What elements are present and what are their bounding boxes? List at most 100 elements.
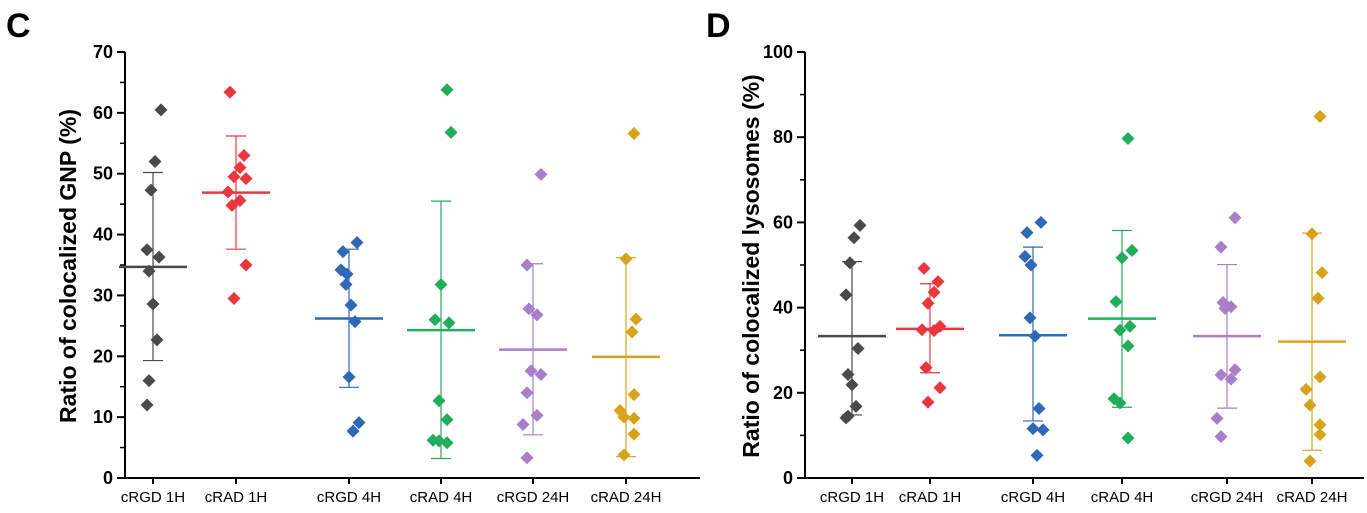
data-point: [445, 126, 458, 139]
data-point: [628, 412, 641, 425]
x-tick-label: cRGD 24H: [1191, 489, 1264, 506]
data-point: [1314, 371, 1327, 384]
data-point: [1110, 295, 1123, 308]
series-group: [119, 103, 187, 411]
panel-letter-d: D: [706, 7, 731, 45]
y-tick-label: 30: [93, 285, 113, 305]
x-tick-label: cRAD 24H: [1277, 489, 1348, 506]
data-point: [934, 381, 947, 394]
x-tick-label: cRAD 4H: [1091, 489, 1154, 506]
data-point: [1211, 412, 1224, 425]
data-point: [240, 172, 253, 185]
data-point: [916, 323, 929, 336]
data-point: [1027, 422, 1040, 435]
data-point: [240, 259, 253, 272]
x-tick-label: cRAD 24H: [591, 489, 662, 506]
series-group: [202, 86, 270, 305]
data-point: [155, 103, 168, 116]
panel-d: D Ratio of colocalized lysosomes (%) 0 20…: [706, 7, 1364, 506]
series-group: [896, 262, 964, 409]
y-tick-label: 0: [103, 468, 113, 488]
data-point: [1215, 430, 1228, 443]
series-group: [315, 236, 383, 438]
data-point: [340, 278, 353, 291]
data-point: [143, 374, 156, 387]
data-point: [224, 86, 237, 99]
data-point: [922, 396, 935, 409]
data-point: [1314, 110, 1327, 123]
data-point: [147, 297, 160, 310]
data-point: [630, 313, 643, 326]
plot-area-d: 0 20 40 60 80 100 cRGD 1H cRAD 1H cRGD 4H cRAD 4H…: [763, 42, 1364, 506]
data-point: [441, 413, 454, 426]
data-point: [628, 127, 641, 140]
data-point: [1312, 292, 1325, 305]
data-point: [433, 394, 446, 407]
y-tick-label: 0: [783, 468, 793, 488]
data-point: [620, 252, 633, 265]
data-point: [521, 451, 534, 464]
data-point: [918, 262, 931, 275]
series-group: [1193, 211, 1261, 443]
data-point: [149, 155, 162, 168]
y-axis-label-d: Ratio of colocalized lysosomes (%): [738, 74, 764, 457]
y-tick-label: 60: [93, 103, 113, 123]
data-point: [521, 386, 534, 399]
data-point: [1300, 383, 1313, 396]
data-point: [932, 275, 945, 288]
x-tick-label: cRGD 1H: [121, 489, 185, 506]
data-point: [343, 370, 356, 383]
data-point: [1314, 428, 1327, 441]
data-point: [443, 316, 456, 329]
data-point: [141, 243, 154, 256]
data-point: [1021, 226, 1034, 239]
data-point: [435, 278, 448, 291]
data-point: [1116, 251, 1129, 264]
data-point: [441, 83, 454, 96]
x-tick-label: cRAD 1H: [205, 489, 268, 506]
data-point: [1316, 266, 1329, 279]
data-point: [1122, 339, 1135, 352]
data-point: [1126, 244, 1139, 257]
data-point: [852, 342, 865, 355]
x-tick-label: cRGD 24H: [497, 489, 570, 506]
data-point: [153, 251, 166, 264]
data-point: [1122, 132, 1135, 145]
data-point: [222, 185, 235, 198]
y-tick-label: 80: [773, 127, 793, 147]
data-point: [1229, 211, 1242, 224]
data-point: [351, 236, 364, 249]
y-tick-label: 40: [93, 225, 113, 245]
data-point: [337, 245, 350, 258]
data-point: [1306, 227, 1319, 240]
series-group: [592, 127, 660, 461]
data-point: [521, 259, 534, 272]
series-group: [818, 219, 886, 425]
data-point: [349, 315, 362, 328]
data-point: [145, 184, 158, 197]
data-point: [141, 398, 154, 411]
x-tick-label: cRGD 4H: [317, 489, 381, 506]
data-point: [345, 299, 358, 312]
data-point: [844, 256, 857, 269]
series-group: [1278, 110, 1346, 468]
data-point: [535, 168, 548, 181]
data-point: [618, 448, 631, 461]
data-point: [848, 231, 861, 244]
data-point: [1122, 431, 1135, 444]
data-point: [922, 297, 935, 310]
y-tick-label: 20: [93, 346, 113, 366]
series-group: [499, 168, 567, 465]
series-group: [999, 216, 1067, 462]
data-point: [429, 313, 442, 326]
y-axis-label-c: Ratio of colocalized GNP (%): [55, 109, 81, 423]
x-tick-label: cRGD 4H: [1001, 489, 1065, 506]
data-point: [517, 418, 530, 431]
data-point: [1304, 454, 1317, 467]
y-tick-label: 20: [773, 383, 793, 403]
y-tick-label: 100: [763, 42, 793, 62]
data-point: [626, 325, 639, 338]
data-point: [1033, 402, 1046, 415]
data-point: [854, 219, 867, 232]
y-tick-label: 50: [93, 164, 113, 184]
